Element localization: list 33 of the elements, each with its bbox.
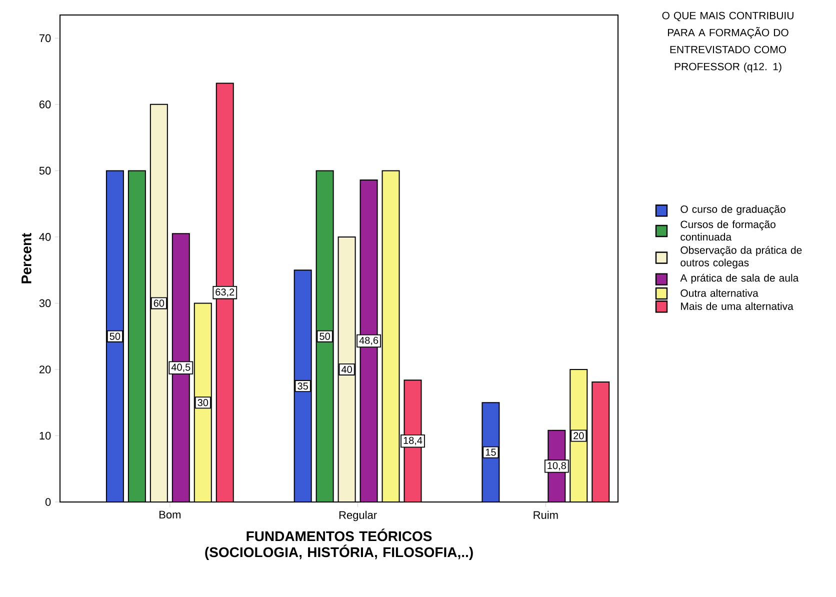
data-label: 50 [320,332,330,340]
y-tick-label: 20 [39,366,51,374]
data-label: 60 [154,300,164,307]
y-tick-label: 30 [39,299,51,308]
data-label: 30 [198,399,208,406]
data-label: 18,4 [404,436,422,446]
data-label: 40 [341,366,352,374]
legend-label: O curso de graduação [680,205,786,216]
legend-label: Observação da prática de outros colegas [680,246,802,268]
data-label: 35 [298,382,308,390]
x-tick-label: Bom [160,510,180,519]
data-label: 15 [486,448,496,456]
legend-label: A prática de sala de aula [680,274,799,284]
data-label: 48,6 [359,336,378,346]
y-tick-label: 10 [40,432,51,440]
legend-label: Outra alternativa [680,289,758,297]
legend-label: Mais de uma alternativa [681,302,794,310]
data-label: 63,2 [216,288,234,297]
y-axis-title: Percent [22,232,32,284]
y-tick-label: 50 [39,166,51,175]
legend-title: O QUE MAIS CONTRIBUIU PARA A FORMAÇÃO DO ENTREVISTADO COMO PROFESSOR (q12. 1) [662,12,794,72]
data-label: 10,8 [548,462,566,470]
x-tick-label: Regular [339,510,377,522]
y-tick-label: 60 [39,100,51,108]
data-label: 20 [574,432,584,440]
data-label: 40,5 [171,364,190,372]
x-tick-label: Ruim [534,510,558,519]
data-label: 50 [110,332,120,340]
x-axis-title: FUNDAMENTOS TEÓRICOS (SOCIOLOGIA, HISTÓRIA, FILOSOFIA,..) [205,528,473,560]
y-tick-label: 40 [39,233,51,241]
y-tick-label: 70 [39,34,51,42]
legend-label: Cursos de formação continuada [680,220,776,241]
y-tick-label: 0 [45,498,51,506]
